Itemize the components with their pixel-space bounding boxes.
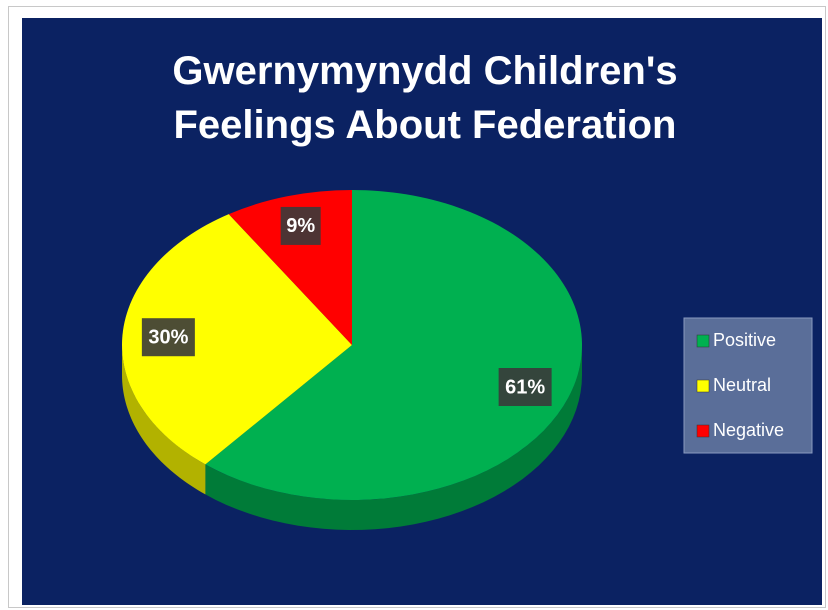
label-box [141, 318, 195, 357]
data-label: 9% [286, 215, 315, 237]
slice-top [228, 190, 352, 345]
legend-swatch [696, 379, 710, 393]
slice-side [122, 345, 206, 495]
slice-top [205, 190, 582, 500]
legend-label: Neutral [713, 375, 771, 395]
slice [228, 190, 352, 345]
legend-swatch [696, 424, 710, 438]
slice-side [205, 345, 582, 530]
data-label: 61% [505, 376, 545, 398]
legend-label: Positive [713, 330, 776, 350]
slice [121, 214, 352, 495]
chart-title: Gwernymynydd Children's Feelings About F… [172, 49, 678, 147]
label-box [498, 368, 552, 407]
slice-top [121, 214, 352, 465]
legend-label: Negative [713, 420, 784, 440]
data-label: 30% [148, 326, 188, 348]
legend-swatch [696, 334, 710, 348]
label-box [280, 206, 321, 245]
slice [205, 190, 582, 530]
